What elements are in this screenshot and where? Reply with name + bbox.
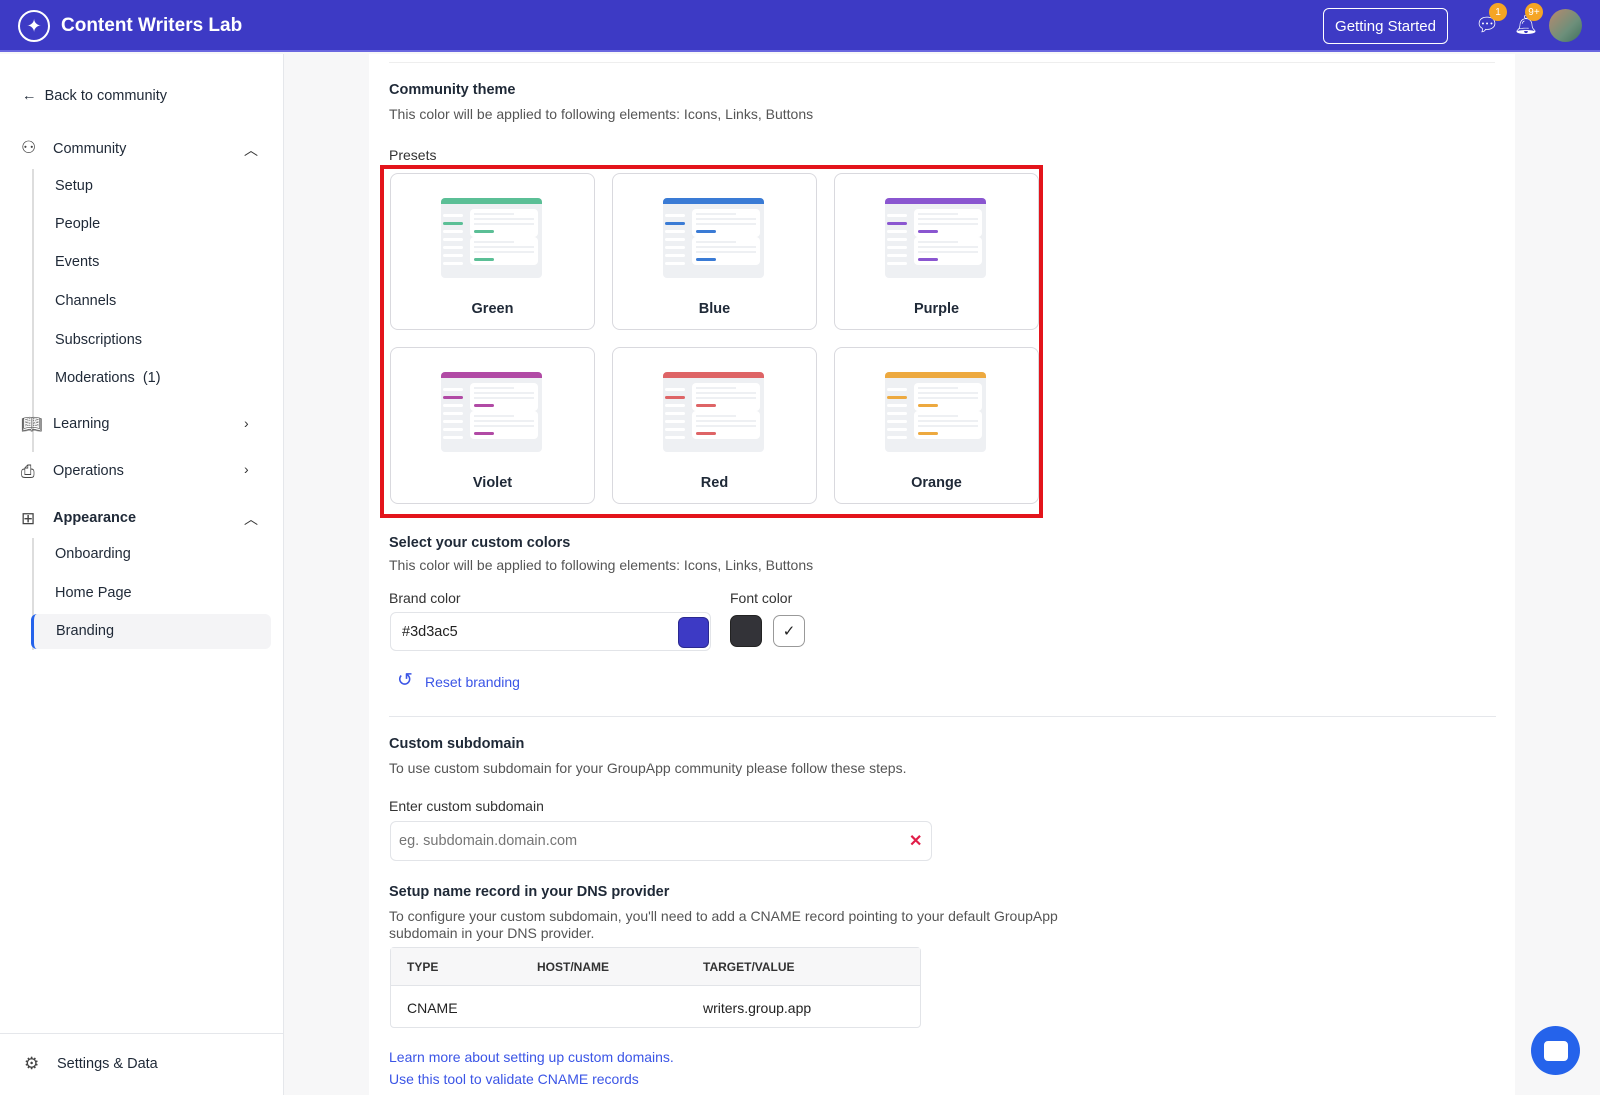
- validate-cname-link[interactable]: Use this tool to validate CNAME records: [389, 1071, 639, 1087]
- sidebar-item-events[interactable]: Events: [55, 254, 100, 270]
- gear-icon: ⚙: [24, 1054, 40, 1073]
- app-title: Content Writers Lab: [61, 15, 243, 36]
- sidebar-item-branding[interactable]: Branding: [31, 614, 271, 649]
- sidebar-item-operations[interactable]: Operations: [53, 463, 124, 479]
- preset-label: Violet: [472, 475, 513, 491]
- table-header: [391, 948, 920, 986]
- brand-color-label: Brand color: [389, 590, 461, 606]
- sidebar-item-setup[interactable]: Setup: [55, 178, 93, 194]
- font-color-light-swatch[interactable]: ✓: [773, 615, 805, 647]
- dns-table: TYPE HOST/NAME TARGET/VALUE CNAME writer…: [390, 947, 921, 1028]
- subdomain-field-wrap: ✕: [390, 821, 932, 861]
- custom-colors-desc: This color will be applied to following …: [389, 557, 814, 573]
- operations-icon: ⎙: [21, 462, 35, 481]
- logo-icon[interactable]: ✦: [18, 10, 50, 42]
- chat-bubble-icon: [1543, 1040, 1568, 1061]
- chevron-up-icon[interactable]: ︿: [244, 142, 258, 158]
- preset-card-blue[interactable]: Blue: [612, 173, 817, 330]
- reset-branding-button[interactable]: Reset branding: [425, 674, 520, 690]
- divider: [0, 1033, 284, 1034]
- preset-card-red[interactable]: Red: [612, 347, 817, 504]
- chevron-right-icon[interactable]: ›: [244, 415, 249, 431]
- chat-widget-button[interactable]: [1531, 1026, 1580, 1075]
- sidebar: ← Back to community ⚇ Community ︿ Setup …: [0, 54, 284, 1095]
- arrow-left-icon: ←: [22, 88, 37, 104]
- notifications-badge: 9+: [1525, 3, 1543, 21]
- sidebar-item-community[interactable]: Community: [53, 141, 127, 157]
- brand-color-input[interactable]: #3d3ac5: [390, 612, 711, 651]
- font-color-label: Font color: [730, 590, 793, 606]
- preset-label: Green: [471, 301, 514, 317]
- sidebar-item-appearance[interactable]: Appearance: [53, 510, 137, 526]
- theme-preview-icon: [885, 372, 986, 452]
- clear-icon[interactable]: ✕: [909, 833, 923, 850]
- getting-started-button[interactable]: Getting Started: [1323, 8, 1448, 44]
- preset-card-orange[interactable]: Orange: [834, 347, 1039, 504]
- avatar[interactable]: [1549, 9, 1582, 42]
- td-type: CNAME: [407, 1000, 458, 1016]
- dns-desc-line2: subdomain in your DNS provider.: [389, 925, 595, 941]
- messages-badge: 1: [1489, 3, 1507, 21]
- sidebar-item-subscriptions[interactable]: Subscriptions: [55, 332, 143, 348]
- sidebar-item-channels[interactable]: Channels: [55, 293, 117, 309]
- custom-colors-title: Select your custom colors: [389, 535, 571, 551]
- presets-label: Presets: [389, 147, 437, 163]
- preset-label: Blue: [698, 301, 731, 317]
- preset-card-violet[interactable]: Violet: [390, 347, 595, 504]
- theme-preview-icon: [663, 198, 764, 278]
- sidebar-item-people[interactable]: People: [55, 216, 101, 232]
- book-icon: 📖︎: [21, 415, 43, 434]
- subdomain-label: Enter custom subdomain: [389, 798, 544, 814]
- dns-desc-line1: To configure your custom subdomain, you'…: [389, 908, 1058, 924]
- sidebar-item-learning[interactable]: Learning: [53, 416, 110, 432]
- brand-color-swatch[interactable]: [678, 617, 709, 648]
- tree-line: [32, 538, 34, 650]
- appearance-icon: ⊞: [21, 509, 36, 528]
- chevron-right-icon[interactable]: ›: [244, 461, 249, 477]
- preset-card-green[interactable]: Green: [390, 173, 595, 330]
- theme-preview-icon: [441, 198, 542, 278]
- preset-label: Orange: [911, 475, 962, 491]
- custom-subdomain-desc: To use custom subdomain for your GroupAp…: [389, 760, 907, 776]
- sidebar-item-onboarding[interactable]: Onboarding: [55, 546, 131, 562]
- preset-label: Purple: [913, 301, 960, 317]
- back-to-community-link[interactable]: ← Back to community: [22, 88, 167, 104]
- back-label: Back to community: [44, 88, 168, 104]
- chat-icon[interactable]: 💬︎: [1475, 15, 1500, 36]
- tree-line: [32, 169, 34, 452]
- highlight-box: [380, 165, 1043, 518]
- settings-data-link[interactable]: Settings & Data: [57, 1056, 158, 1072]
- branding-label: Branding: [56, 623, 115, 639]
- subdomain-input[interactable]: [399, 830, 889, 852]
- reset-icon: ↺: [397, 670, 413, 691]
- custom-subdomain-title: Custom subdomain: [389, 736, 525, 752]
- theme-preview-icon: [885, 198, 986, 278]
- theme-preview-icon: [441, 372, 542, 452]
- brand-color-value: #3d3ac5: [402, 624, 458, 640]
- community-theme-desc: This color will be applied to following …: [389, 106, 814, 122]
- preset-card-purple[interactable]: Purple: [834, 173, 1039, 330]
- community-icon: ⚇: [21, 138, 37, 157]
- font-color-dark-swatch[interactable]: [730, 615, 762, 647]
- community-theme-title: Community theme: [389, 82, 516, 98]
- sidebar-item-home-page[interactable]: Home Page: [55, 585, 132, 601]
- divider: [389, 716, 1496, 717]
- divider: [389, 62, 1495, 63]
- dns-title: Setup name record in your DNS provider: [389, 884, 670, 900]
- td-target: writers.group.app: [703, 1000, 812, 1016]
- th-type: TYPE: [407, 960, 439, 974]
- th-target: TARGET/VALUE: [703, 960, 795, 974]
- top-header: ✦ Content Writers Lab Getting Started 💬︎…: [0, 0, 1600, 52]
- th-host: HOST/NAME: [537, 960, 609, 974]
- chevron-up-icon[interactable]: ︿: [244, 511, 258, 527]
- learn-more-link[interactable]: Learn more about setting up custom domai…: [389, 1049, 674, 1065]
- preset-label: Red: [700, 475, 729, 491]
- sidebar-item-moderations[interactable]: Moderations (1): [55, 370, 161, 386]
- theme-preview-icon: [663, 372, 764, 452]
- check-icon: ✓: [782, 623, 796, 640]
